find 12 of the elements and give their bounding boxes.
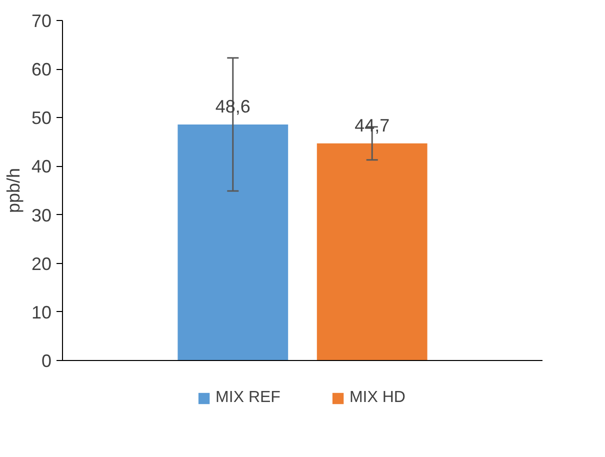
y-tick-label: 10 — [31, 302, 52, 322]
y-tick-label: 30 — [31, 205, 52, 226]
y-tick-label: 40 — [31, 156, 52, 177]
y-tick-label: 20 — [31, 254, 52, 274]
y-tick-label: 0 — [41, 351, 52, 371]
y-axis-title: ppb/h — [3, 168, 24, 214]
y-tick-label: 50 — [31, 108, 52, 128]
legend-label: MIX REF — [216, 389, 280, 407]
y-tick-label: 70 — [31, 11, 52, 31]
legend-label: MIX HD — [349, 389, 406, 407]
data-label: 44,7 — [354, 115, 390, 136]
y-tick-label: 60 — [31, 60, 52, 80]
